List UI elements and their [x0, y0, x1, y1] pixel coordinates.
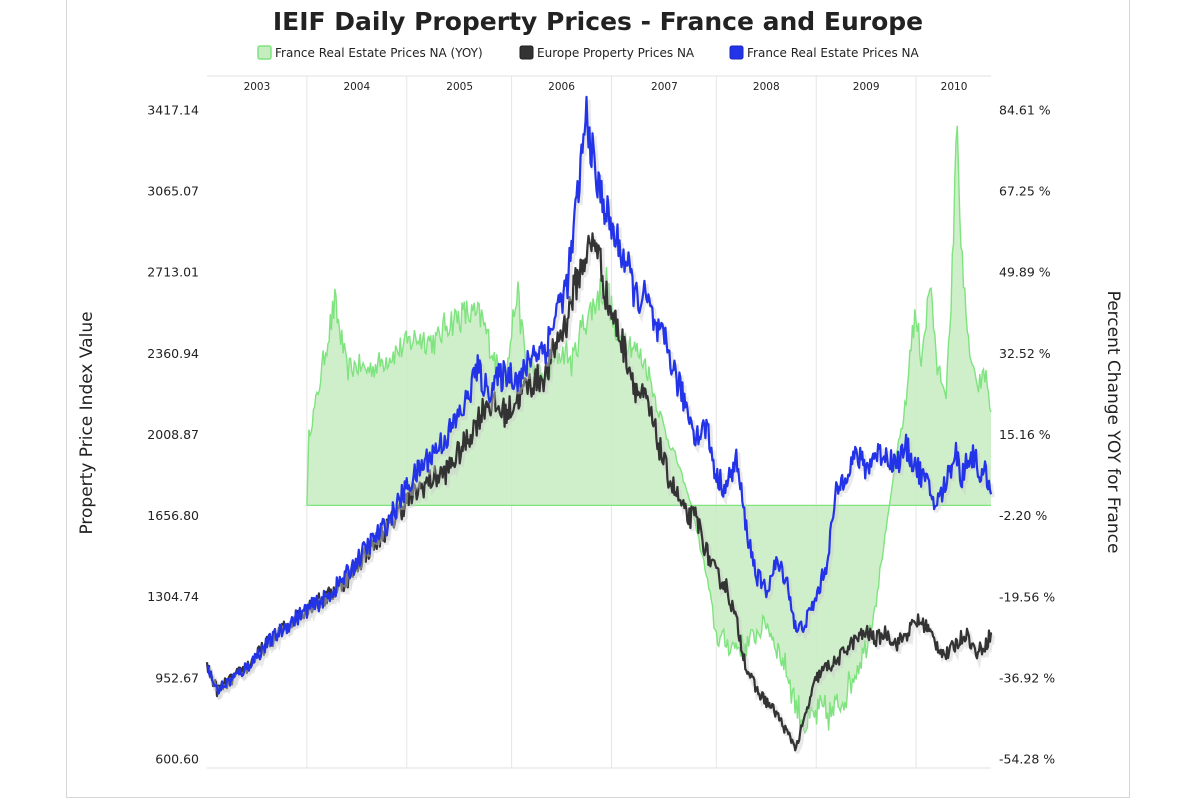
right-tick-label: -19.56 %: [999, 589, 1055, 604]
legend-swatch-france: [729, 45, 744, 60]
legend-label-france-yoy: France Real Estate Prices NA (YOY): [275, 46, 483, 60]
left-axis-ticks: 3417.14 3065.07 2713.01 2360.94 2008.87 1656.…: [147, 103, 199, 767]
legend-item-europe[interactable]: Europe Property Prices NA: [519, 45, 695, 60]
right-tick-label: 15.16 %: [999, 427, 1051, 442]
left-tick-label: 3417.14: [147, 103, 199, 118]
series-france-yoy-line: [306, 125, 992, 735]
left-axis-title: Property Price Index Value: [77, 311, 97, 534]
legend-item-france-yoy[interactable]: France Real Estate Prices NA (YOY): [257, 45, 483, 60]
year-label: 2009: [853, 81, 880, 93]
left-tick-label: 2713.01: [147, 265, 199, 280]
year-label: 2003: [244, 81, 271, 93]
legend: France Real Estate Prices NA (YOY) Europ…: [257, 45, 920, 60]
right-tick-label: 67.25 %: [999, 184, 1051, 199]
right-tick-label: 32.52 %: [999, 346, 1051, 361]
legend-label-france: France Real Estate Prices NA: [747, 46, 920, 60]
year-label: 2006: [548, 81, 575, 93]
left-tick-label: 600.60: [155, 752, 199, 767]
right-tick-label: 49.89 %: [999, 265, 1051, 280]
legend-swatch-france-yoy: [257, 45, 272, 60]
legend-swatch-europe: [519, 45, 534, 60]
left-tick-label: 2360.94: [147, 346, 199, 361]
chart-title: IEIF Daily Property Prices - France and …: [273, 7, 923, 36]
left-tick-label: 2008.87: [147, 427, 199, 442]
year-label: 2007: [651, 81, 678, 93]
legend-item-france[interactable]: France Real Estate Prices NA: [729, 45, 920, 60]
year-labels: 2003 2004 2005 2006 2007 2008 2009 2010: [244, 81, 968, 93]
left-tick-label: 3065.07: [147, 184, 199, 199]
right-tick-label: -54.28 %: [999, 752, 1055, 767]
plot-area: [205, 75, 995, 769]
right-axis-title: Percent Change YOY for France: [1103, 291, 1123, 554]
right-tick-label: 84.61 %: [999, 103, 1051, 118]
series-europe-line: [205, 232, 993, 752]
left-tick-label: 1304.74: [147, 589, 199, 604]
year-label: 2010: [941, 81, 968, 93]
year-label: 2004: [343, 81, 370, 93]
series-layer: [205, 95, 995, 754]
legend-label-europe: Europe Property Prices NA: [537, 46, 695, 60]
year-label: 2005: [446, 81, 473, 93]
right-tick-label: -36.92 %: [999, 670, 1055, 685]
right-axis-ticks: 84.61 % 67.25 % 49.89 % 32.52 % 15.16 % -2.20…: [999, 103, 1055, 767]
year-label: 2008: [753, 81, 780, 93]
series-france-line: [206, 95, 993, 695]
left-tick-label: 1656.80: [147, 508, 199, 523]
left-tick-label: 952.67: [155, 670, 199, 685]
chart-frame: [66, 0, 1130, 798]
right-tick-label: -2.20 %: [999, 508, 1047, 523]
